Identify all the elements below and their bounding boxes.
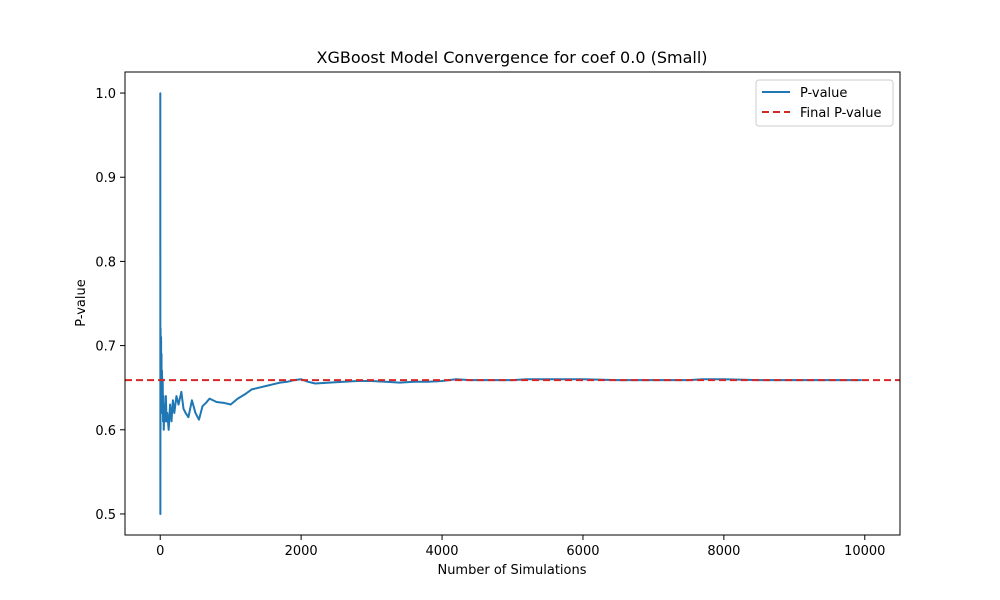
legend-label: Final P-value (800, 106, 882, 121)
x-axis: 0 2000 4000 6000 8000 10000 (156, 535, 885, 559)
data-point (194, 412, 197, 414)
data-point (164, 420, 166, 423)
data-point (198, 418, 200, 421)
data-point (398, 381, 401, 384)
data-point (251, 388, 253, 391)
data-point (258, 386, 260, 389)
data-point (159, 344, 162, 347)
data-point (413, 380, 415, 383)
data-point (272, 383, 274, 386)
plot-area (124, 71, 901, 536)
data-point (169, 403, 171, 406)
data-point (170, 420, 173, 423)
data-point (172, 399, 174, 402)
y-tick-label: 0.5 (95, 508, 116, 523)
data-point (860, 379, 863, 381)
data-point (161, 412, 164, 414)
data-point (286, 380, 288, 383)
data-point (328, 381, 331, 384)
data-point (160, 386, 163, 389)
x-axis-label: Number of Simulations (437, 563, 586, 578)
data-point (617, 379, 619, 381)
data-point (175, 395, 178, 397)
data-point (205, 402, 207, 404)
y-axis: 0.5 0.6 0.7 0.8 0.9 1.0 (95, 87, 125, 523)
data-point (159, 428, 162, 431)
data-point (167, 428, 170, 431)
data-point (265, 385, 267, 387)
x-tick-label: 8000 (707, 544, 740, 559)
data-point (184, 412, 187, 414)
data-point (162, 420, 164, 423)
data-point (160, 336, 162, 338)
data-point (384, 380, 387, 383)
data-point (173, 412, 176, 414)
data-point (180, 391, 183, 393)
legend-label: P-value (800, 86, 847, 101)
data-point (177, 403, 180, 406)
data-point (191, 399, 193, 402)
plot-frame (124, 71, 901, 536)
data-point (497, 379, 500, 381)
data-point (222, 402, 225, 404)
data-point (165, 420, 168, 423)
data-point (163, 403, 166, 406)
y-axis-label: P-value (74, 279, 89, 326)
data-point (187, 416, 190, 418)
series-line-pvalue (159, 93, 862, 515)
data-point (182, 407, 185, 410)
legend-box (755, 79, 894, 127)
legend: P-value Final P-value (755, 79, 894, 127)
data-point (201, 405, 204, 408)
data-point (441, 380, 443, 382)
chart-title: XGBoost Model Convergence for coef 0.0 (… (317, 48, 708, 67)
data-point (160, 353, 163, 355)
data-point (793, 379, 796, 381)
data-point (279, 381, 281, 384)
y-tick-label: 1.0 (95, 87, 116, 102)
data-point (159, 370, 162, 372)
x-tick-label: 6000 (566, 544, 599, 559)
data-point (307, 380, 309, 383)
data-point (159, 92, 162, 94)
data-point (162, 428, 165, 431)
data-point (243, 393, 246, 396)
x-tick-label: 0 (156, 544, 164, 559)
data-point (160, 395, 163, 397)
data-point (236, 397, 239, 400)
x-tick-label: 4000 (425, 544, 458, 559)
data-point (166, 412, 169, 414)
data-point (162, 395, 165, 397)
data-point (229, 403, 232, 406)
y-tick-label: 0.9 (95, 171, 116, 186)
data-point (215, 401, 218, 403)
data-point (161, 370, 163, 372)
y-tick-label: 0.6 (95, 424, 116, 439)
data-point (165, 395, 167, 397)
data-point (342, 380, 345, 383)
data-point (314, 382, 317, 385)
data-point (159, 327, 162, 330)
data-point (159, 513, 162, 515)
y-tick-label: 0.8 (95, 255, 116, 270)
data-point (208, 397, 211, 400)
x-tick-label: 10000 (844, 544, 885, 559)
y-tick-label: 0.7 (95, 340, 116, 355)
data-point (427, 380, 429, 383)
x-tick-label: 2000 (285, 544, 318, 559)
